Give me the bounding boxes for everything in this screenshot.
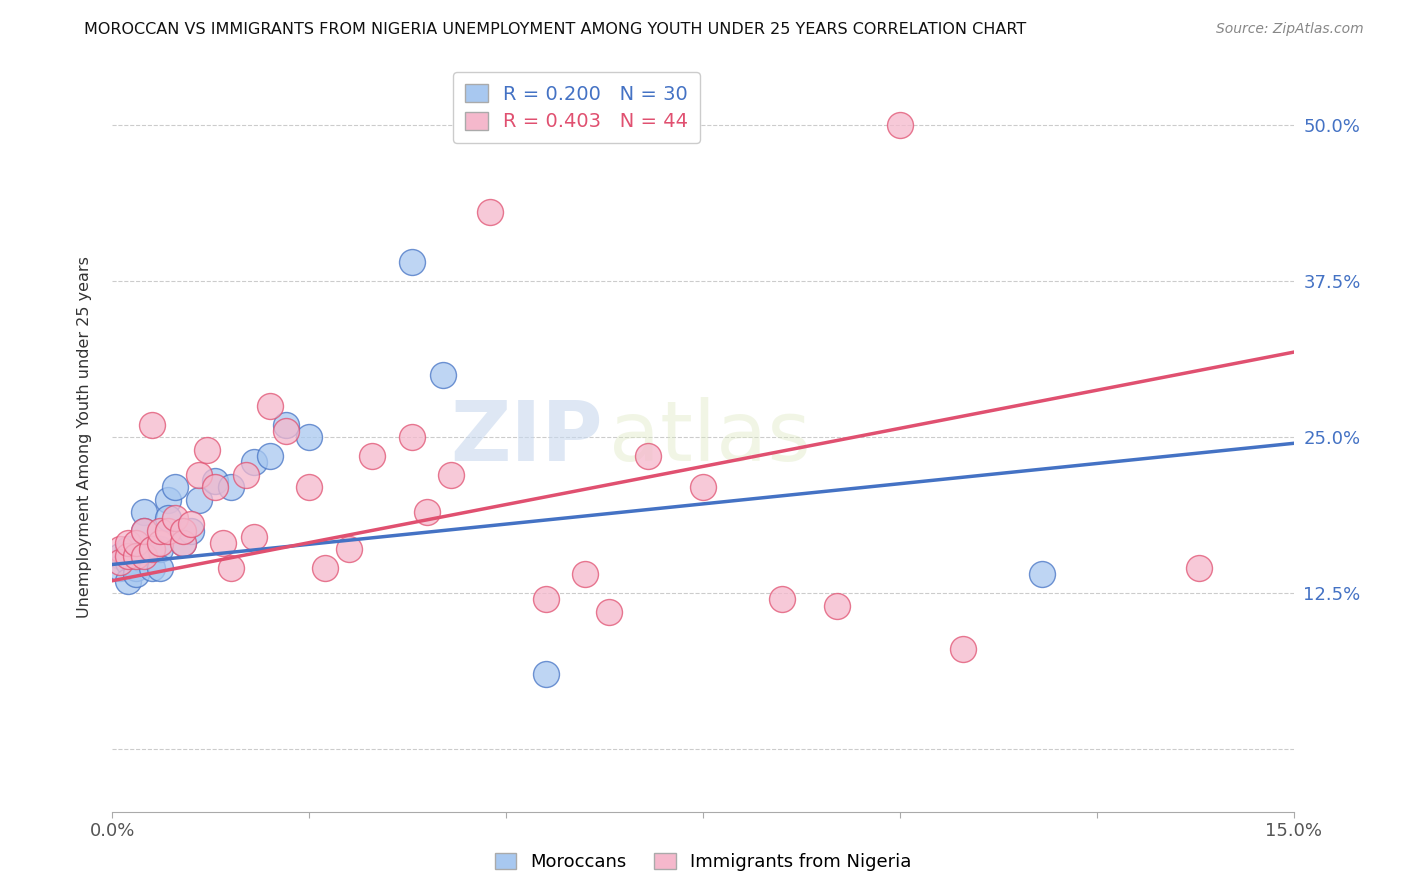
Point [149, 561, 172, 575]
Point [219, 561, 242, 575]
Point [172, 536, 194, 550]
Point [125, 536, 148, 550]
Point [125, 567, 148, 582]
Point [534, 592, 557, 607]
Point [141, 542, 163, 557]
Point [132, 505, 155, 519]
Point [416, 505, 439, 519]
Legend: Moroccans, Immigrants from Nigeria: Moroccans, Immigrants from Nigeria [488, 846, 918, 879]
Point [432, 368, 454, 382]
Point [165, 511, 187, 525]
Point [637, 449, 659, 463]
Y-axis label: Unemployment Among Youth under 25 years: Unemployment Among Youth under 25 years [77, 256, 91, 618]
Point [401, 430, 423, 444]
Point [1031, 567, 1053, 582]
Point [188, 467, 211, 482]
Point [889, 118, 911, 132]
Point [188, 492, 211, 507]
Point [156, 524, 179, 538]
Point [211, 536, 233, 550]
Point [117, 555, 139, 569]
Point [180, 517, 202, 532]
Point [110, 555, 132, 569]
Point [117, 574, 139, 588]
Point [298, 480, 321, 494]
Point [117, 549, 139, 563]
Point [1188, 561, 1211, 575]
Point [337, 542, 360, 557]
Point [141, 561, 163, 575]
Point [141, 417, 163, 432]
Point [117, 542, 139, 557]
Point [219, 480, 242, 494]
Point [361, 449, 384, 463]
Point [235, 467, 257, 482]
Point [259, 449, 281, 463]
Point [156, 492, 179, 507]
Point [110, 561, 132, 575]
Point [825, 599, 848, 613]
Text: MOROCCAN VS IMMIGRANTS FROM NIGERIA UNEMPLOYMENT AMONG YOUTH UNDER 25 YEARS CORR: MOROCCAN VS IMMIGRANTS FROM NIGERIA UNEM… [84, 22, 1026, 37]
Point [534, 667, 557, 681]
Point [117, 536, 139, 550]
Point [156, 511, 179, 525]
Text: Source: ZipAtlas.com: Source: ZipAtlas.com [1216, 22, 1364, 37]
Point [574, 567, 596, 582]
Point [479, 205, 502, 219]
Point [195, 442, 218, 457]
Point [770, 592, 793, 607]
Point [274, 424, 297, 438]
Point [598, 605, 620, 619]
Point [440, 467, 463, 482]
Point [110, 549, 132, 563]
Point [952, 642, 974, 657]
Point [149, 524, 172, 538]
Legend: R = 0.200   N = 30, R = 0.403   N = 44: R = 0.200 N = 30, R = 0.403 N = 44 [453, 72, 700, 143]
Point [132, 549, 155, 563]
Point [110, 542, 132, 557]
Point [692, 480, 714, 494]
Point [125, 549, 148, 563]
Point [132, 524, 155, 538]
Point [298, 430, 321, 444]
Text: ZIP: ZIP [450, 397, 603, 477]
Point [141, 542, 163, 557]
Text: atlas: atlas [609, 397, 810, 477]
Point [172, 524, 194, 538]
Point [172, 536, 194, 550]
Point [314, 561, 336, 575]
Point [149, 542, 172, 557]
Point [259, 399, 281, 413]
Point [149, 536, 172, 550]
Point [125, 561, 148, 575]
Point [125, 549, 148, 563]
Point [274, 417, 297, 432]
Point [401, 255, 423, 269]
Point [132, 524, 155, 538]
Point [165, 480, 187, 494]
Point [204, 480, 226, 494]
Point [243, 530, 266, 544]
Point [204, 474, 226, 488]
Point [180, 524, 202, 538]
Point [243, 455, 266, 469]
